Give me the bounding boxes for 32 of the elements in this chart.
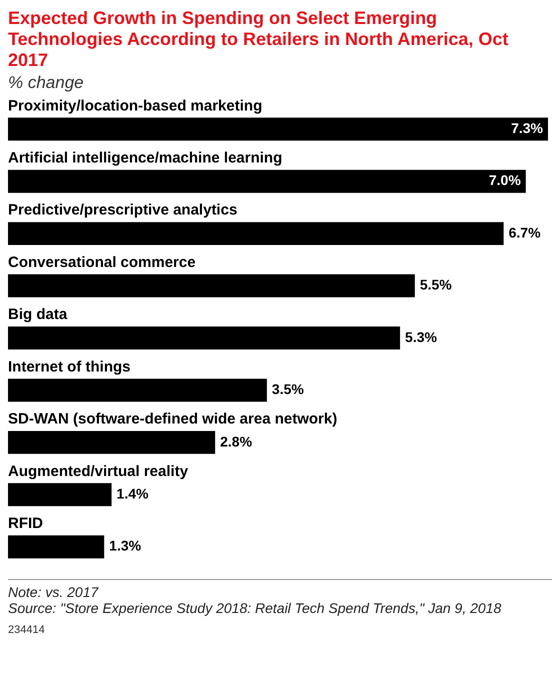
data-label: 6.7% [508, 224, 542, 240]
bar [8, 326, 400, 350]
y-tick-label: Augmented/virtual reality [8, 462, 189, 480]
source-note: Source: "Store Experience Study 2018: Retail Tech Spend Trends," Jan 9, 2018 [8, 600, 502, 616]
bar [8, 274, 415, 298]
bar [8, 378, 267, 402]
data-label: 1.3% [109, 538, 142, 554]
y-tick-label: Predictive/prescriptive analytics [8, 202, 238, 219]
data-label: 7.0% [488, 172, 522, 188]
y-tick-label: RFID [8, 515, 44, 532]
y-tick-label: Proximity/location-based marketing [8, 97, 262, 114]
data-label: 3.5% [272, 381, 304, 398]
bar [8, 430, 216, 454]
chart-title: Expected Growth in Spending on Select Emerging Technologies According to Retailers in North America, Oct 2017 [8, 8, 510, 71]
y-tick-label: SD-WAN (software-defined wide area network) [8, 410, 338, 428]
bar [8, 170, 526, 193]
y-tick-label: Big data [8, 306, 68, 324]
data-label: 2.8% [220, 433, 253, 450]
y-tick-label: Artificial intelligence/machine learning [8, 149, 282, 166]
y-tick-label: Internet of things [8, 358, 130, 376]
bar [8, 222, 504, 246]
text: 234414 [8, 624, 46, 636]
data-label: 5.5% [420, 276, 452, 293]
y-tick-label: Conversational commerce [8, 254, 196, 271]
data-label: 7.3% [511, 120, 544, 136]
text: Note: vs. 2017 [8, 584, 100, 600]
chart-subtitle: % change [8, 73, 85, 93]
bar [8, 118, 548, 141]
bar [8, 535, 104, 558]
bar [8, 483, 112, 506]
data-label: 1.4% [116, 486, 150, 502]
data-label: 5.3% [405, 328, 438, 345]
